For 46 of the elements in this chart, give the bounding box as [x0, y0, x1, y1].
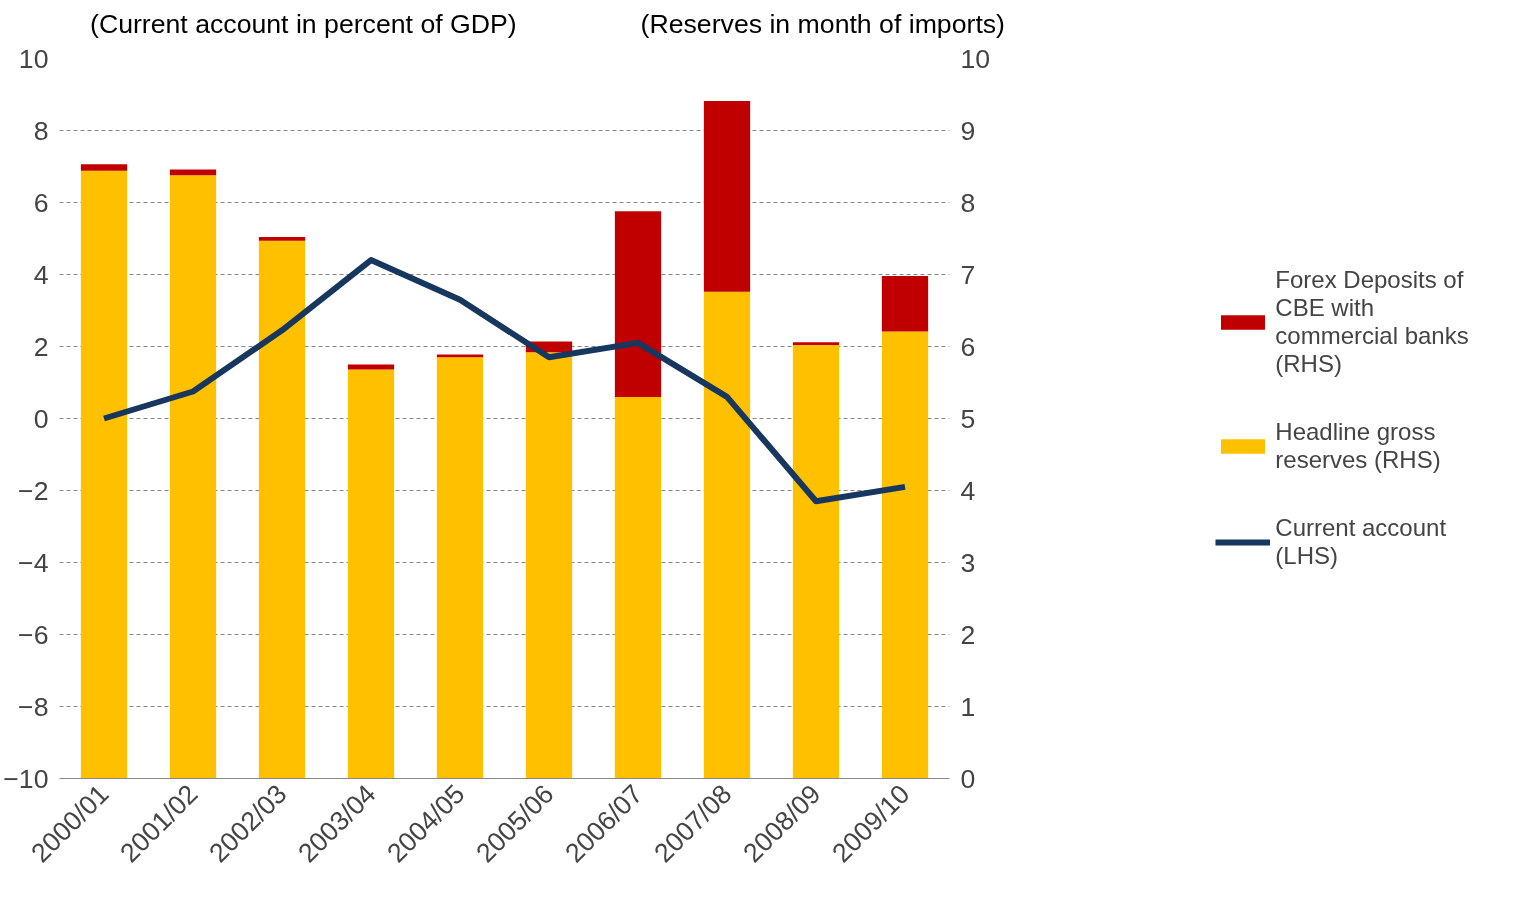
y-tick-label: −4	[18, 547, 49, 578]
bar	[80, 170, 128, 779]
legend-label: Forex Deposits of CBE with commercial banks (RHS)	[1275, 266, 1469, 379]
y-tick-label: −6	[18, 619, 49, 650]
bar	[792, 342, 840, 346]
bar	[436, 354, 484, 358]
y-tick-label: −8	[18, 691, 49, 722]
bar	[169, 175, 217, 779]
bar	[436, 357, 484, 779]
y2-tick-label: 4	[960, 475, 976, 506]
y2-tick-label: 8	[960, 187, 976, 218]
bar	[792, 345, 840, 779]
y2-tick-label: 9	[960, 115, 976, 146]
bar	[703, 291, 751, 779]
y-tick-label: 0	[33, 403, 49, 434]
y-axis-title: (Current account in percent of GDP)	[90, 8, 517, 41]
y-tick-label: 4	[33, 259, 49, 290]
bar	[614, 211, 662, 397]
y-tick-label: −2	[18, 475, 49, 506]
bar	[703, 101, 751, 292]
legend-label: Current account (LHS)	[1275, 514, 1447, 571]
y2-axis-title: (Reserves in month of imports)	[640, 8, 1005, 41]
y2-tick-label: 7	[960, 259, 976, 290]
y2-tick-label: 5	[960, 403, 976, 434]
y2-tick-label: 3	[960, 547, 976, 578]
bar	[614, 396, 662, 779]
bar	[881, 276, 929, 332]
bar	[80, 164, 128, 171]
bar	[169, 169, 217, 176]
y-tick-label: 8	[33, 115, 49, 146]
y2-tick-label: 2	[960, 619, 976, 650]
legend-label: Headline gross reserves (RHS)	[1275, 418, 1441, 475]
bar	[347, 364, 395, 370]
y2-tick-label: 1	[960, 691, 976, 722]
y-tick-label: 10	[18, 43, 49, 74]
bar	[881, 331, 929, 779]
y-tick-label: 6	[33, 187, 49, 218]
y2-tick-label: 6	[960, 331, 976, 362]
y2-tick-label: 0	[960, 763, 976, 794]
y-tick-label: −10	[3, 763, 49, 794]
bar	[347, 369, 395, 779]
bar	[258, 240, 306, 779]
bar	[258, 237, 306, 241]
y-tick-label: 2	[33, 331, 49, 362]
y2-tick-label: 10	[960, 43, 991, 74]
bar	[525, 352, 573, 779]
